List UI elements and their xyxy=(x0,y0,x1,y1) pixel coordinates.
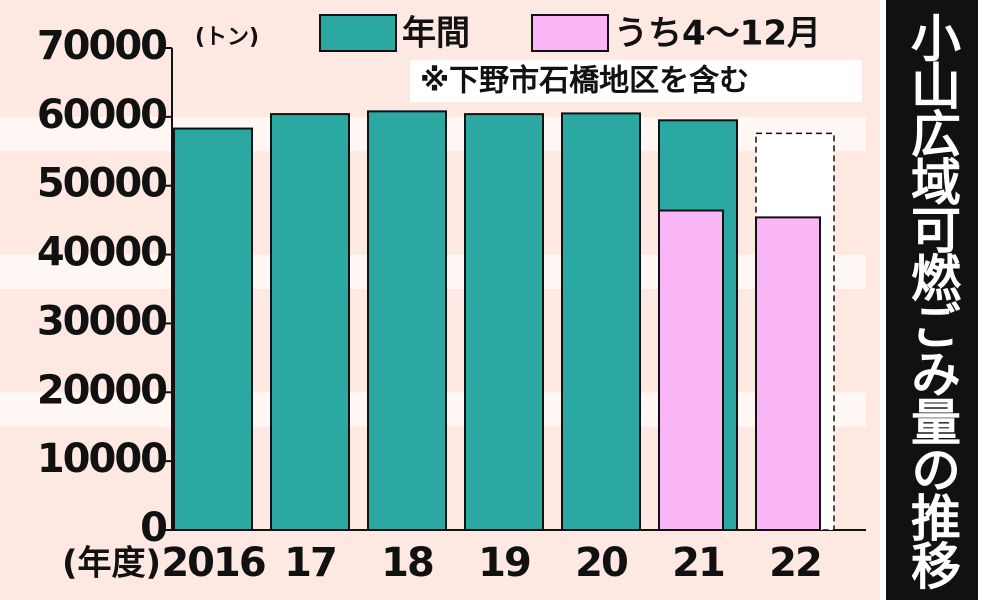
legend-swatch xyxy=(531,14,609,52)
x-tick-label: 2016 xyxy=(161,540,264,586)
title-box: 小山広域可燃ごみ量の推移 xyxy=(886,0,978,600)
note-box xyxy=(410,60,862,102)
bar xyxy=(755,216,821,531)
bar xyxy=(270,113,350,532)
x-tick-label: 18 xyxy=(381,540,433,586)
unit-label: (トン) xyxy=(195,25,259,50)
chart: (トン) ※下野市石橋地区を含む (年度) 0 10000 20000 30000 40… xyxy=(0,0,880,600)
x-tick-label: 19 xyxy=(478,540,530,586)
y-tick-label: 30000 xyxy=(37,298,166,344)
legend-label: うち4～12月 xyxy=(614,14,821,54)
y-tick-label: 40000 xyxy=(37,230,166,276)
bar xyxy=(173,127,253,531)
x-tick-label: 20 xyxy=(575,540,627,586)
y-tick-label: 60000 xyxy=(37,92,166,138)
legend-swatch xyxy=(319,14,397,52)
chart-title: 小山広域可燃ごみ量の推移 xyxy=(903,12,961,588)
bar xyxy=(658,209,724,531)
x-tick-label: 22 xyxy=(769,540,821,586)
x-axis-label: (年度) xyxy=(62,544,161,584)
note: ※下野市石橋地区を含む xyxy=(420,64,749,99)
bar xyxy=(561,112,641,532)
y-tick-label: 70000 xyxy=(37,23,166,69)
y-tick-label: 10000 xyxy=(37,436,166,482)
y-tick-label: 20000 xyxy=(37,367,166,413)
y-tick-label: 0 xyxy=(140,505,166,551)
x-tick-label: 21 xyxy=(672,540,724,586)
x-tick-label: 17 xyxy=(284,540,336,586)
bar xyxy=(464,113,544,532)
bar xyxy=(367,110,447,531)
y-tick-label: 50000 xyxy=(37,161,166,207)
legend-label: 年間 xyxy=(402,14,470,54)
